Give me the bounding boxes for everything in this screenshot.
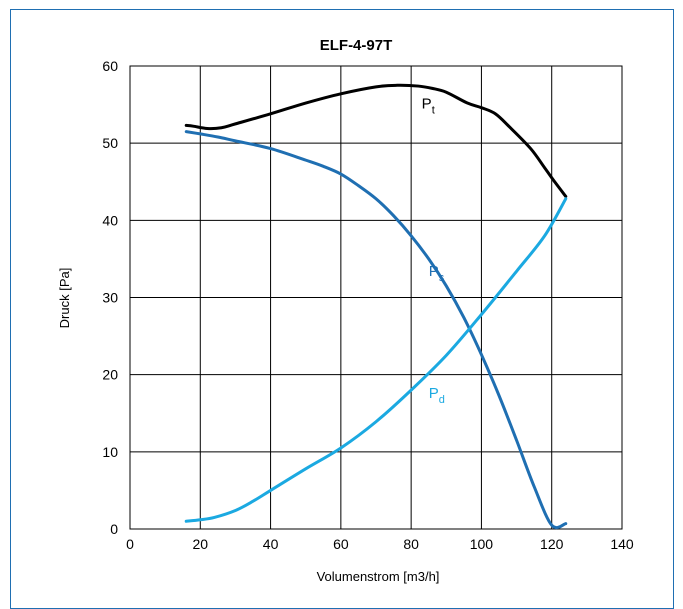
series-line-pt	[184, 83, 568, 198]
series-label-sub: d	[439, 394, 445, 406]
y-tick-label: 50	[102, 135, 118, 151]
series-label-main: P	[429, 263, 439, 280]
y-tick-label: 40	[102, 212, 118, 228]
chart-frame	[10, 9, 674, 609]
y-tick-label: 60	[102, 58, 118, 74]
x-tick-label: 140	[610, 536, 634, 552]
x-tick-label: 80	[403, 536, 419, 552]
series-label-pt: Pt	[422, 95, 435, 116]
y-tick-label: 0	[110, 521, 118, 537]
tick-labels: 0 20 40 60 80 100 120 140 0 10 20 30 40 50 60	[102, 58, 633, 552]
y-tick-label: 10	[102, 444, 118, 460]
series-label-pd: Pd	[429, 385, 445, 406]
x-tick-label: 60	[333, 536, 349, 552]
series-label-main: P	[429, 385, 439, 402]
series-line-pd	[184, 197, 568, 523]
x-tick-label: 40	[263, 536, 279, 552]
series-label-sub: t	[432, 104, 435, 116]
x-tick-label: 20	[192, 536, 208, 552]
x-tick-label: 0	[126, 536, 134, 552]
y-tick-label: 30	[102, 290, 118, 306]
series-label-sub: s	[439, 272, 445, 284]
series-label-main: P	[422, 95, 432, 112]
plot-area	[129, 65, 623, 530]
chart-title: ELF-4-97T	[320, 37, 393, 54]
grid	[130, 66, 622, 529]
series-lines	[184, 83, 568, 530]
x-axis-title: Volumenstrom [m3/h]	[317, 569, 440, 584]
x-tick-label: 120	[540, 536, 564, 552]
y-tick-label: 20	[102, 367, 118, 383]
x-tick-label: 100	[470, 536, 494, 552]
series-line-ps	[184, 130, 568, 530]
series-label-ps: Ps	[429, 263, 445, 284]
y-axis-title: Druck [Pa]	[57, 268, 72, 329]
